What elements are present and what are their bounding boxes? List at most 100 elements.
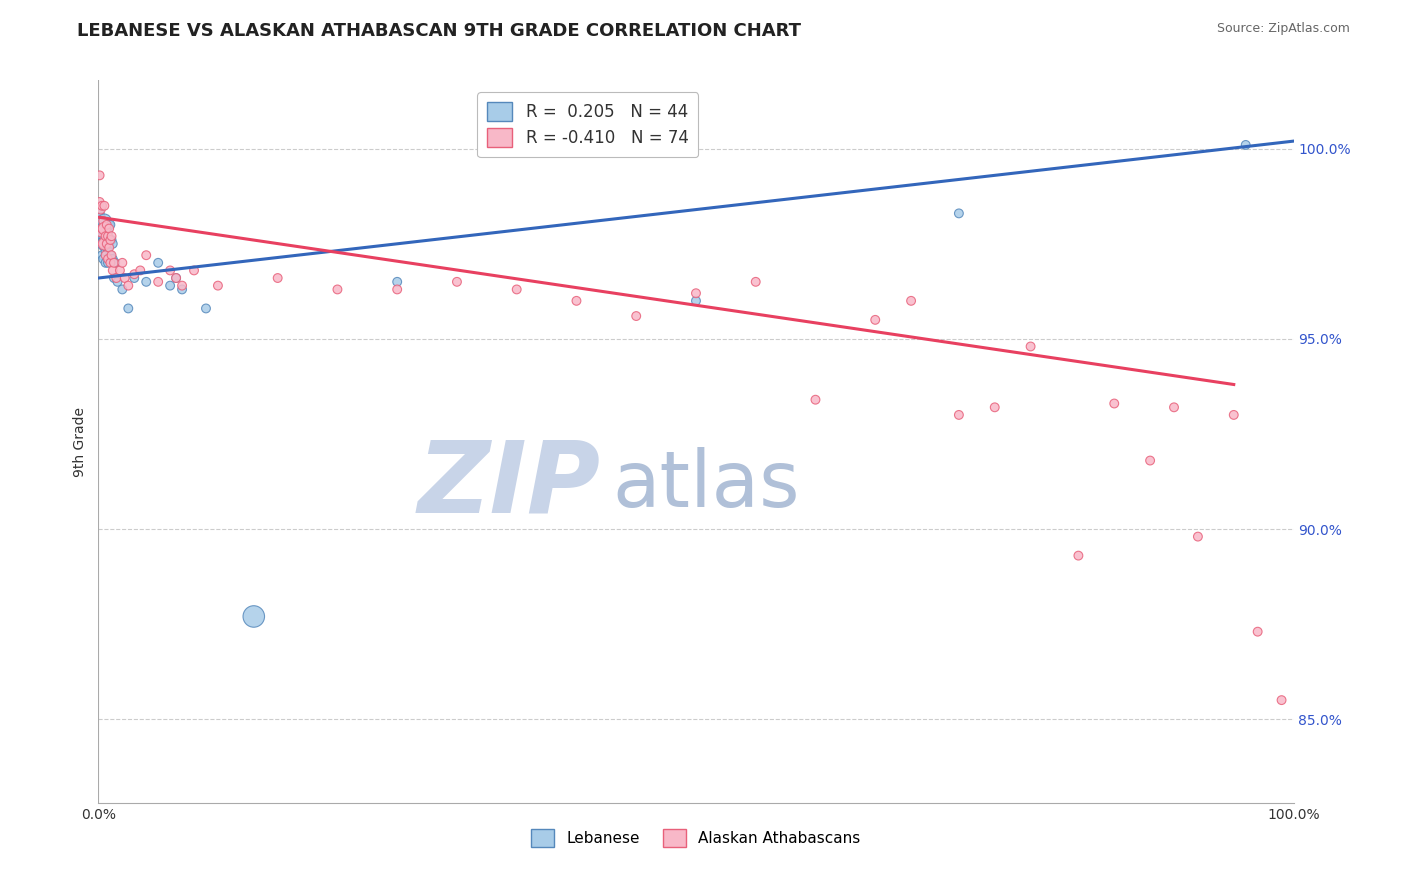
Point bbox=[94, 256, 117, 270]
Point bbox=[98, 233, 122, 247]
Point bbox=[90, 210, 112, 224]
Point bbox=[1104, 396, 1126, 410]
Point bbox=[96, 218, 118, 232]
Point bbox=[165, 271, 187, 285]
Point bbox=[94, 229, 117, 244]
Point bbox=[804, 392, 827, 407]
Point bbox=[135, 248, 157, 262]
Point bbox=[101, 263, 124, 277]
Point bbox=[1187, 530, 1209, 544]
Point bbox=[685, 293, 707, 308]
Point bbox=[103, 256, 125, 270]
Point bbox=[207, 278, 229, 293]
Point bbox=[1139, 453, 1161, 467]
Point bbox=[129, 263, 152, 277]
Point bbox=[111, 282, 134, 296]
Point bbox=[91, 248, 114, 262]
Point bbox=[98, 218, 121, 232]
Point bbox=[135, 275, 157, 289]
Point bbox=[1247, 624, 1270, 639]
Point bbox=[90, 226, 112, 240]
Point bbox=[101, 252, 124, 266]
Point bbox=[183, 263, 205, 277]
Point bbox=[93, 214, 115, 228]
Point bbox=[96, 221, 118, 235]
Point bbox=[865, 313, 887, 327]
Point bbox=[94, 248, 117, 262]
Y-axis label: 9th Grade: 9th Grade bbox=[73, 407, 87, 476]
Point bbox=[97, 241, 120, 255]
Point bbox=[114, 271, 136, 285]
Text: Source: ZipAtlas.com: Source: ZipAtlas.com bbox=[1216, 22, 1350, 36]
Point bbox=[1163, 401, 1185, 415]
Point bbox=[1223, 408, 1246, 422]
Point bbox=[1234, 137, 1257, 152]
Text: ZIP: ZIP bbox=[418, 436, 600, 533]
Point bbox=[98, 233, 122, 247]
Point bbox=[90, 236, 112, 251]
Point bbox=[91, 199, 114, 213]
Point bbox=[108, 263, 131, 277]
Point bbox=[506, 282, 529, 296]
Point bbox=[626, 309, 648, 323]
Point bbox=[89, 206, 111, 220]
Point bbox=[385, 282, 409, 296]
Legend: Lebanese, Alaskan Athabascans: Lebanese, Alaskan Athabascans bbox=[526, 823, 866, 853]
Point bbox=[745, 275, 768, 289]
Point bbox=[124, 271, 146, 285]
Point bbox=[93, 236, 115, 251]
Point bbox=[101, 236, 124, 251]
Point bbox=[565, 293, 588, 308]
Point bbox=[90, 202, 112, 217]
Point bbox=[93, 236, 115, 251]
Point bbox=[91, 229, 114, 244]
Point bbox=[94, 244, 117, 259]
Point bbox=[98, 221, 121, 235]
Point bbox=[124, 267, 146, 281]
Point bbox=[172, 278, 194, 293]
Point bbox=[159, 263, 181, 277]
Point bbox=[98, 218, 122, 232]
Point bbox=[91, 229, 114, 244]
Point bbox=[98, 241, 121, 255]
Point bbox=[98, 248, 122, 262]
Point bbox=[105, 271, 128, 285]
Point bbox=[98, 236, 121, 251]
Point bbox=[100, 248, 122, 262]
Point bbox=[148, 275, 170, 289]
Point bbox=[326, 282, 349, 296]
Point bbox=[117, 301, 139, 316]
Point bbox=[159, 278, 181, 293]
Point bbox=[117, 278, 139, 293]
Text: LEBANESE VS ALASKAN ATHABASCAN 9TH GRADE CORRELATION CHART: LEBANESE VS ALASKAN ATHABASCAN 9TH GRADE… bbox=[77, 22, 801, 40]
Point bbox=[267, 271, 290, 285]
Point bbox=[148, 256, 170, 270]
Point bbox=[98, 256, 122, 270]
Point bbox=[94, 221, 117, 235]
Point bbox=[948, 408, 970, 422]
Point bbox=[107, 275, 129, 289]
Point bbox=[91, 236, 114, 251]
Point bbox=[89, 169, 111, 183]
Point bbox=[91, 214, 114, 228]
Point bbox=[1271, 693, 1294, 707]
Point bbox=[195, 301, 218, 316]
Point bbox=[1067, 549, 1090, 563]
Point bbox=[685, 286, 707, 301]
Text: atlas: atlas bbox=[613, 447, 800, 523]
Point bbox=[984, 401, 1007, 415]
Point bbox=[100, 229, 122, 244]
Point bbox=[111, 256, 134, 270]
Point bbox=[948, 206, 970, 220]
Point bbox=[89, 194, 111, 209]
Point bbox=[104, 256, 127, 270]
Point bbox=[97, 229, 120, 244]
Point bbox=[93, 221, 115, 235]
Point bbox=[97, 226, 120, 240]
Point bbox=[100, 233, 122, 247]
Point bbox=[96, 236, 118, 251]
Point bbox=[103, 271, 125, 285]
Point bbox=[100, 252, 122, 266]
Point bbox=[900, 293, 922, 308]
Point bbox=[91, 252, 114, 266]
